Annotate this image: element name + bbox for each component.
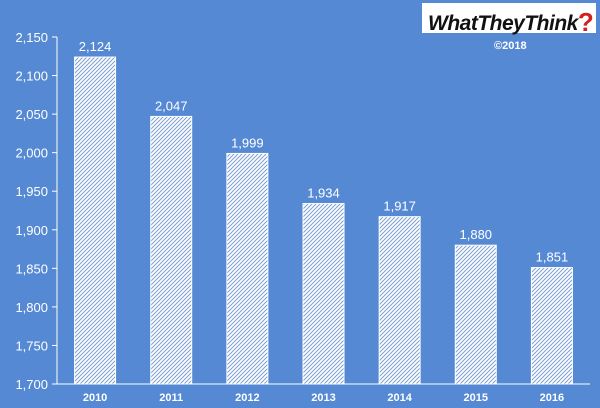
y-tick-label: 1,850 <box>15 261 48 276</box>
bar-2015 <box>454 244 497 385</box>
x-tick-label-2014: 2014 <box>387 392 412 404</box>
data-label-2014: 1,917 <box>383 199 416 214</box>
x-tick-label-2012: 2012 <box>235 392 259 404</box>
whattheythink-logo: WhatTheyThink? <box>422 3 596 37</box>
y-tick-label: 2,050 <box>15 107 48 122</box>
x-tick-label-2016: 2016 <box>540 392 564 404</box>
y-tick-label: 2,150 <box>15 30 48 45</box>
y-tick-label: 1,700 <box>15 377 48 392</box>
x-tick-label-2011: 2011 <box>159 392 183 404</box>
y-tick-label: 2,100 <box>15 69 48 84</box>
data-label-2011: 2,047 <box>155 98 188 113</box>
y-axis: 1,700 1,750 1,800 1,850 1,900 1,950 2,000 2,050… <box>15 30 58 392</box>
bar-2016 <box>530 267 573 385</box>
data-label-2010: 2,124 <box>79 39 112 54</box>
y-tick-label: 1,800 <box>15 300 48 315</box>
y-tick-label: 1,750 <box>15 338 48 353</box>
data-label-2012: 1,999 <box>231 135 264 150</box>
x-tick-label-2015: 2015 <box>464 392 488 404</box>
y-tick-label: 1,900 <box>15 223 48 238</box>
y-tick-label: 2,000 <box>15 146 48 161</box>
data-labels: 2,124 2,047 1,999 1,934 1,917 1,880 1,851 <box>79 39 568 265</box>
data-label-2015: 1,880 <box>460 227 493 242</box>
data-label-2016: 1,851 <box>536 250 569 265</box>
bars <box>74 56 573 385</box>
x-axis: 2010 2011 2012 2013 2014 2015 2016 <box>57 383 590 404</box>
logo-text: WhatTheyThink <box>428 12 578 35</box>
bar-2011 <box>150 115 193 385</box>
y-tick-label: 1,950 <box>15 184 48 199</box>
copyright-notice: ©2018 <box>494 40 527 52</box>
data-label-2013: 1,934 <box>307 186 340 201</box>
bar-2010 <box>74 56 117 385</box>
x-tick-label-2013: 2013 <box>311 392 335 404</box>
x-tick-label-2010: 2010 <box>83 392 107 404</box>
logo-question-mark: ? <box>577 7 594 37</box>
bar-2013 <box>302 203 345 385</box>
bar-2012 <box>226 152 269 385</box>
bar-2014 <box>378 216 421 385</box>
